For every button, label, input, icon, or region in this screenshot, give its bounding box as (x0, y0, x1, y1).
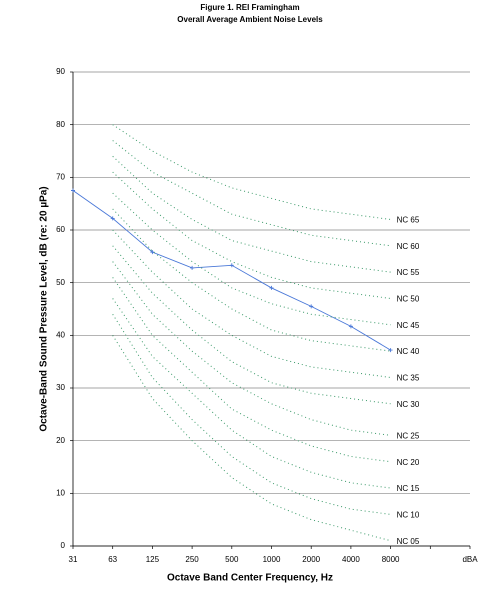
series-label: NC 05 (397, 537, 420, 546)
series-line (112, 261, 391, 436)
x-tick-label: 8000 (382, 555, 400, 564)
y-tick-label: 90 (56, 67, 65, 76)
y-tick-label: 80 (56, 120, 65, 129)
x-tick-label: 31 (69, 555, 78, 564)
series-line (112, 124, 391, 220)
series-line (112, 155, 391, 273)
x-tick-label: 250 (185, 555, 199, 564)
chart-subtitle: Overall Average Ambient Noise Levels (177, 15, 323, 24)
y-tick-label: 60 (56, 225, 65, 234)
series-label: NC 55 (397, 268, 420, 277)
series-line (112, 245, 391, 405)
point-marker (150, 250, 155, 255)
x-tick-label: 1000 (263, 555, 281, 564)
series-label: NC 20 (397, 458, 420, 467)
point-marker (110, 216, 115, 221)
y-tick-label: 20 (56, 436, 65, 445)
series-label: NC 45 (397, 321, 420, 330)
point-marker (269, 285, 274, 290)
point-marker (190, 265, 195, 270)
series-line (112, 171, 391, 299)
x-tick-label: 125 (146, 555, 160, 564)
series-line (112, 335, 391, 542)
point-marker (348, 324, 353, 329)
x-tick-label: dBA (462, 555, 478, 564)
series-label: NC 30 (397, 400, 420, 409)
series-label: NC 40 (397, 347, 420, 356)
series-label: NC 35 (397, 374, 420, 383)
series-label: NC 15 (397, 484, 420, 493)
series-label: NC 65 (397, 216, 420, 225)
series-label: NC 60 (397, 242, 420, 251)
series-line (112, 298, 391, 489)
point-marker (388, 348, 393, 353)
series-label: NC 50 (397, 295, 420, 304)
series-line (112, 192, 391, 326)
y-tick-label: 30 (56, 383, 65, 392)
y-tick-label: 10 (56, 488, 65, 497)
series-line (112, 277, 391, 463)
y-axis-title: Octave-Band Sound Pressure Level, dB (re… (39, 186, 50, 431)
x-tick-label: 4000 (342, 555, 360, 564)
x-tick-label: 500 (225, 555, 239, 564)
x-axis-title: Octave Band Center Frequency, Hz (167, 573, 333, 584)
x-tick-label: 63 (108, 555, 117, 564)
series-label: NC 25 (397, 432, 420, 441)
y-tick-label: 0 (61, 541, 66, 550)
series-label: NC 10 (397, 511, 420, 520)
chart-title: Figure 1. REI Framingham (200, 3, 299, 12)
point-marker (309, 304, 314, 309)
y-tick-label: 50 (56, 278, 65, 287)
series-line (112, 140, 391, 247)
x-tick-label: 2000 (302, 555, 320, 564)
point-marker (229, 263, 234, 268)
point-marker (71, 188, 75, 193)
y-tick-label: 40 (56, 330, 65, 339)
series-line (112, 314, 391, 515)
y-tick-label: 70 (56, 172, 65, 181)
